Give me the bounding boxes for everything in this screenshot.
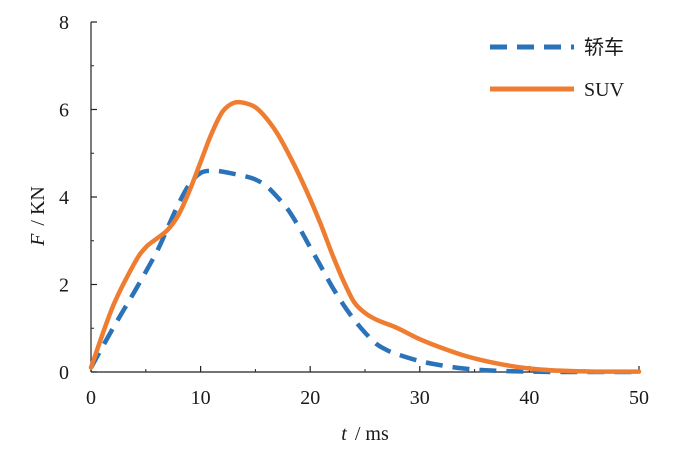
x-axis-label-unit: / ms xyxy=(355,423,389,445)
axes xyxy=(90,22,639,373)
x-tick-label: 10 xyxy=(191,387,211,409)
series-line-suv xyxy=(88,99,642,374)
y-tick-label: 0 xyxy=(59,362,69,384)
y-tick-label: 2 xyxy=(59,275,69,297)
series-layer xyxy=(88,99,642,375)
series-line-sedan xyxy=(89,168,639,375)
x-tick-label: 20 xyxy=(300,387,320,409)
x-tick-label: 30 xyxy=(410,387,430,409)
x-axis-label: t / ms xyxy=(341,423,389,445)
y-tick-label: 6 xyxy=(59,100,69,122)
legend-label-sedan: 轿车 xyxy=(584,36,624,59)
x-axis-label-variable: t xyxy=(341,423,347,445)
y-axis-label-unit: / KN xyxy=(27,186,49,225)
x-tick-label: 40 xyxy=(519,387,539,409)
y-axis-label-variable: F xyxy=(27,233,49,247)
ticks: 0 10 20 30 40 50 0 2 4 6 8 xyxy=(59,12,649,409)
x-tick-label: 0 xyxy=(86,387,96,409)
y-tick-label: 4 xyxy=(59,187,69,209)
y-tick-label: 8 xyxy=(59,12,69,34)
y-axis-label: F / KN xyxy=(27,186,49,247)
x-tick-label: 50 xyxy=(629,387,649,409)
legend-label-suv: SUV xyxy=(584,79,625,101)
legend: 轿车 SUV xyxy=(490,36,625,101)
